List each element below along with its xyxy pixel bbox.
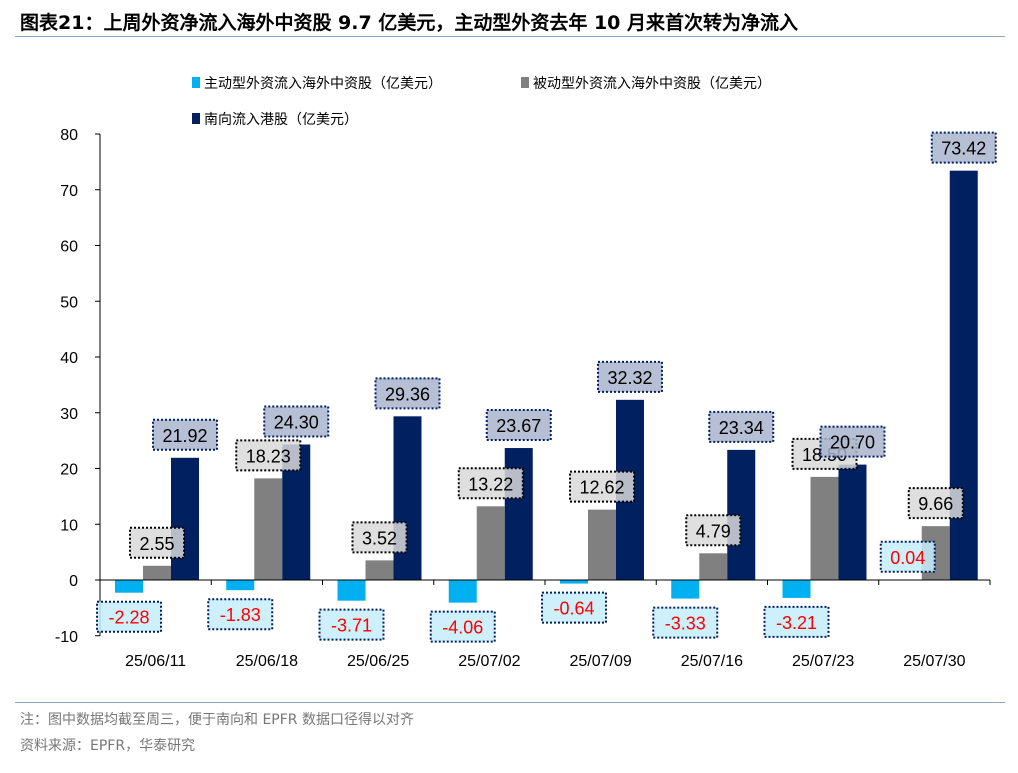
data-label-box: [457, 467, 524, 500]
data-label: 23.34: [719, 418, 764, 438]
data-label: 21.92: [162, 426, 207, 446]
data-label-box: [708, 410, 775, 443]
data-label: -4.06: [442, 618, 483, 638]
data-label-box: [235, 439, 302, 472]
data-label-box: [429, 610, 496, 643]
x-tick-label: 25/07/23: [792, 653, 854, 670]
y-tick-label: 30: [60, 406, 78, 423]
data-label-box: [819, 425, 886, 458]
data-label-box: [930, 131, 997, 164]
data-label: -3.33: [665, 614, 706, 634]
data-label-box: [374, 377, 441, 410]
y-tick-label: 40: [60, 350, 78, 367]
data-label: 24.30: [274, 413, 319, 433]
footer-divider: [15, 702, 1005, 703]
bar: [448, 580, 477, 603]
data-label: 4.79: [696, 521, 731, 541]
bar-chart: -10 0 10 20 30 40 50 60 70 80 主动型外资流入海外中资股（亿美元） 被动型…: [55, 76, 997, 670]
data-label: 9.66: [918, 494, 953, 514]
bar: [365, 560, 394, 580]
x-tick-label: 25/07/09: [569, 653, 631, 670]
data-label: 73.42: [941, 139, 986, 159]
bar: [838, 464, 867, 580]
data-label-box: [652, 606, 719, 639]
bar: [143, 565, 171, 580]
x-tick-label: 25/06/18: [236, 653, 298, 670]
data-label: -3.21: [776, 613, 817, 633]
data-label: -2.28: [108, 608, 149, 628]
data-label: -0.64: [553, 599, 594, 619]
y-tick-label: 60: [60, 239, 78, 256]
footnote: 注：图中数据均截至周三，便于南向和 EPFR 数据口径得以对齐: [20, 712, 414, 728]
legend-label: 被动型外资流入海外中资股（亿美元）: [533, 76, 771, 92]
legend-swatch: [192, 113, 200, 124]
data-label: 13.22: [468, 474, 513, 494]
bar: [560, 580, 588, 584]
data-label-box: [569, 470, 635, 503]
data-label-box: [485, 409, 552, 442]
x-tick-label: 25/07/02: [458, 653, 520, 670]
legend-label: 南向流入港股（亿美元）: [204, 112, 358, 128]
y-tick-label: 0: [69, 573, 78, 590]
data-label-box: [152, 418, 218, 451]
x-tick-label: 25/07/16: [681, 653, 743, 670]
legend-label: 主动型外资流入海外中资股（亿美元）: [204, 76, 442, 92]
bar: [699, 553, 728, 580]
data-label-box: [318, 608, 385, 641]
data-label-box: [351, 521, 408, 554]
data-label: 20.70: [830, 433, 875, 453]
title-divider: [15, 36, 1005, 37]
data-label: -1.83: [220, 605, 261, 625]
data-label-box: [763, 605, 830, 638]
data-label: 0.04: [890, 548, 925, 568]
y-tick-label: 20: [60, 462, 78, 479]
bar: [115, 580, 143, 593]
data-label: 32.32: [607, 368, 652, 388]
data-label: 29.36: [385, 384, 430, 404]
data-label: 18.23: [246, 446, 291, 466]
y-tick-label: 70: [60, 183, 78, 200]
bar: [782, 580, 811, 598]
data-label-box: [597, 360, 663, 393]
data-label: 12.62: [579, 478, 624, 498]
bar: [393, 416, 422, 580]
legend-swatch: [192, 77, 200, 88]
bar: [171, 457, 199, 580]
data-label-box: [541, 591, 607, 624]
y-tick-label: 10: [60, 517, 78, 534]
bar: [588, 509, 616, 580]
data-label-box: [685, 514, 742, 547]
data-label: 3.52: [362, 528, 397, 548]
data-label-box: [96, 600, 162, 633]
chart-title: 图表21：上周外资净流入海外中资股 9.7 亿美元，主动型外资去年 10 月来首…: [20, 12, 799, 34]
y-tick-label: -10: [55, 629, 78, 646]
data-label-box: [907, 487, 964, 520]
bar: [810, 476, 839, 580]
x-tick-label: 25/06/25: [347, 653, 409, 670]
bar: [671, 580, 700, 599]
x-tick-label: 25/07/30: [903, 653, 965, 670]
legend-swatch: [521, 77, 529, 88]
data-label: 2.55: [139, 534, 174, 554]
data-label: -3.71: [331, 616, 372, 636]
x-tick-label: 25/06/11: [125, 653, 186, 670]
bar: [337, 580, 366, 601]
data-label-box: [207, 598, 274, 631]
y-tick-label: 80: [60, 127, 78, 144]
data-label-box: [263, 405, 330, 438]
bar: [476, 506, 505, 580]
source-note: 资料来源：EPFR，华泰研究: [20, 738, 196, 754]
data-label: 23.67: [496, 416, 541, 436]
y-tick-label: 50: [60, 294, 78, 311]
data-label-box: [129, 526, 185, 559]
data-label-box: [879, 540, 936, 573]
bar: [254, 478, 283, 580]
bar: [226, 580, 255, 591]
